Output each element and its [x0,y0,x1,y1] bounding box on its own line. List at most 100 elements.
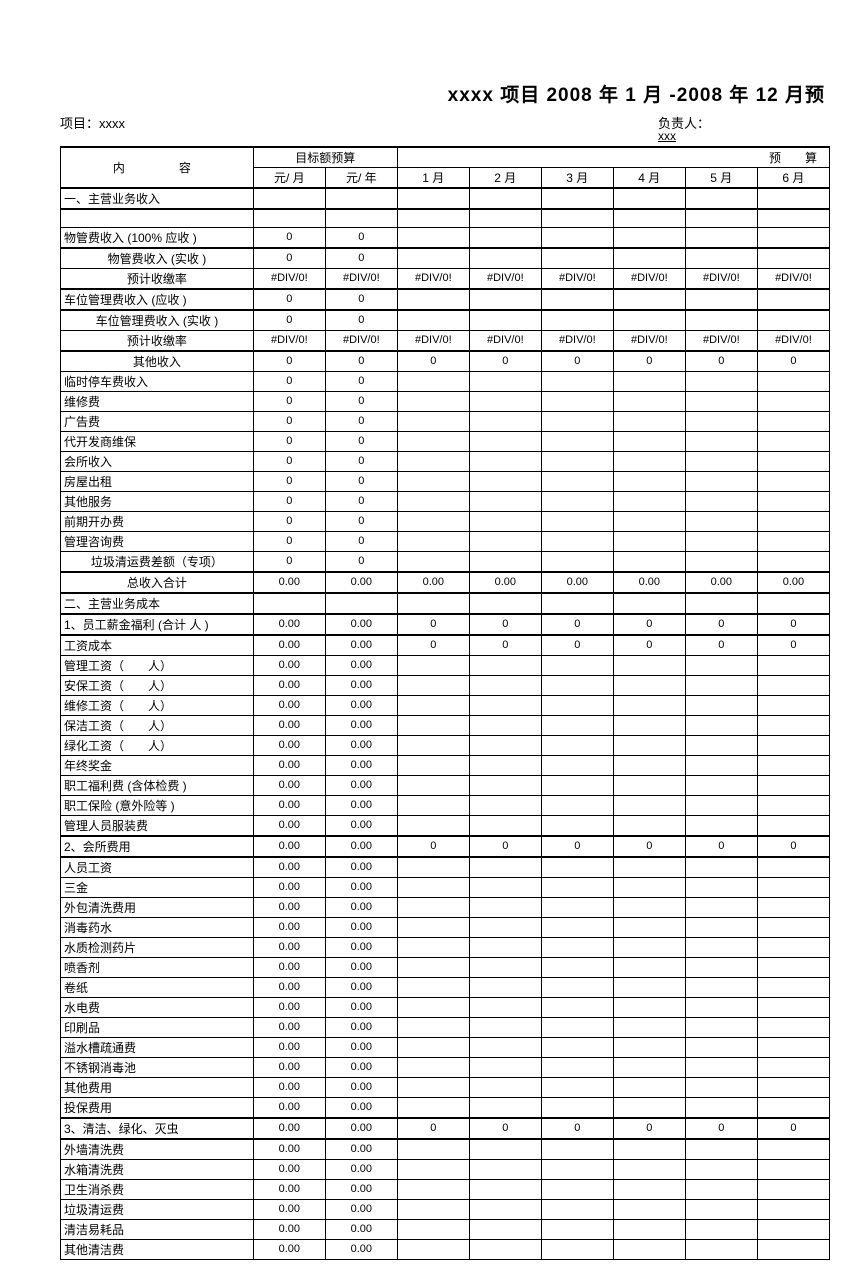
cell [541,1037,613,1057]
row-label: 保洁工资（ 人） [61,715,254,735]
cell [757,551,829,572]
cell: 0 [397,614,469,635]
cell [541,755,613,775]
cell [397,310,469,331]
table-row: 人员工资0.000.00 [61,857,830,878]
cell [757,248,829,269]
table-row: 垃圾清运费0.000.00 [61,1199,830,1219]
cell: 0.00 [253,957,325,977]
cell [469,1179,541,1199]
cell: 0 [253,431,325,451]
row-label: 清洁易耗品 [61,1219,254,1239]
cell [469,1199,541,1219]
table-row: 物管费收入 (实收 )00 [61,248,830,269]
cell [685,755,757,775]
cell: 0.00 [325,735,397,755]
row-label: 会所收入 [61,451,254,471]
cell: 0 [757,836,829,857]
cell [757,1097,829,1118]
table-row: 保洁工资（ 人）0.000.00 [61,715,830,735]
cell [541,1199,613,1219]
cell [685,1097,757,1118]
cell: 0 [613,836,685,857]
cell [541,917,613,937]
cell [397,715,469,735]
cell [613,1219,685,1239]
cell [469,857,541,878]
cell [685,1139,757,1160]
cell [397,1037,469,1057]
cell [469,310,541,331]
cell: 0 [325,551,397,572]
cell [469,755,541,775]
cell [469,511,541,531]
row-label: 工资成本 [61,635,254,656]
cell [325,188,397,209]
row-label [61,209,254,227]
cell: 0.00 [325,877,397,897]
cell: 0 [253,391,325,411]
cell [541,1077,613,1097]
row-label: 年终奖金 [61,755,254,775]
cell: 0 [613,351,685,372]
cell: 0.00 [325,815,397,836]
cell: 0.00 [325,775,397,795]
cell: 0 [325,431,397,451]
cell: 0.00 [757,572,829,593]
cell: 0.00 [253,735,325,755]
cell: #DIV/0! [541,330,613,351]
cell: 0 [541,836,613,857]
cell: 0.00 [469,572,541,593]
cell [541,511,613,531]
cell: 0.00 [253,775,325,795]
cell [397,1077,469,1097]
cell: 0.00 [253,635,325,656]
cell [685,795,757,815]
row-label: 物管费收入 (100% 应收 ) [61,227,254,248]
cell [685,1239,757,1259]
cell: 0 [541,614,613,635]
cell [613,451,685,471]
row-label: 物管费收入 (实收 ) [61,248,254,269]
cell [541,937,613,957]
row-label: 卷纸 [61,977,254,997]
cell: 0.00 [325,1057,397,1077]
cell [757,310,829,331]
cell [613,957,685,977]
cell [757,1017,829,1037]
row-label: 人员工资 [61,857,254,878]
cell: 0 [397,836,469,857]
cell [613,551,685,572]
cell [469,775,541,795]
cell [757,451,829,471]
cell: 0.00 [325,675,397,695]
row-label: 其他费用 [61,1077,254,1097]
cell: 0.00 [253,857,325,878]
cell [469,491,541,511]
cell [613,937,685,957]
cell [757,491,829,511]
row-label: 二、主营业务成本 [61,593,254,614]
cell [757,371,829,391]
cell: 0 [253,310,325,331]
cell: 0.00 [325,655,397,675]
table-row: 一、主营业务收入 [61,188,830,209]
table-row: 3、清洁、绿化、灭虫0.000.00000000 [61,1118,830,1139]
row-label: 前期开办费 [61,511,254,531]
row-label: 代开发商维保 [61,431,254,451]
table-row: 房屋出租00 [61,471,830,491]
cell [469,411,541,431]
cell [757,1239,829,1259]
cell: 0.00 [325,1097,397,1118]
table-head: 内 容 目标额预算 预 算 元/ 月 元/ 年 1 月 2 月 3 月 4 月 … [61,147,830,188]
cell [685,897,757,917]
cell [397,1057,469,1077]
cell [397,371,469,391]
cell [397,431,469,451]
cell [685,977,757,997]
cell [685,511,757,531]
row-label: 水电费 [61,997,254,1017]
cell [613,1037,685,1057]
cell: 0.00 [253,877,325,897]
cell [469,917,541,937]
